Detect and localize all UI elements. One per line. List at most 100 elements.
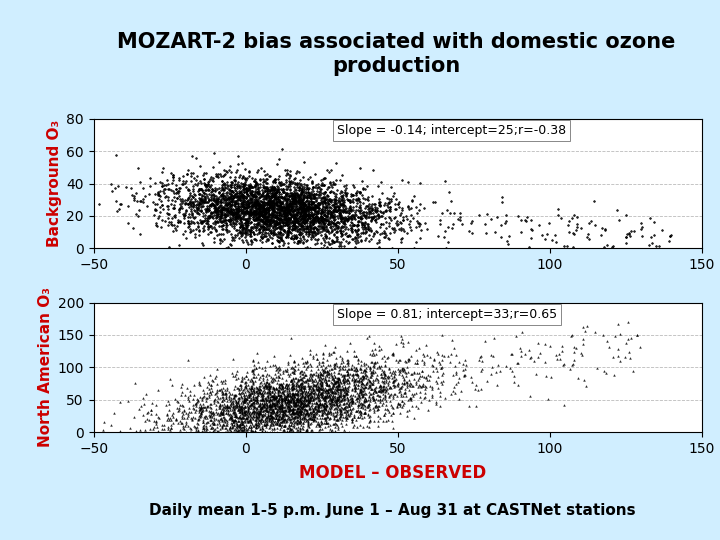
- Point: [277, 200, 289, 209]
- Point: [287, 197, 299, 205]
- Point: [242, 204, 253, 212]
- Point: [320, 404, 331, 413]
- Point: [212, 204, 224, 212]
- Point: [436, 370, 448, 379]
- Point: [266, 392, 277, 400]
- Point: [247, 404, 258, 413]
- Point: [179, 199, 191, 207]
- Point: [248, 210, 259, 218]
- Point: [268, 185, 279, 193]
- Point: [526, 226, 537, 234]
- Point: [271, 393, 283, 402]
- Point: [138, 411, 149, 420]
- Point: [307, 217, 318, 225]
- Point: [282, 216, 294, 225]
- Point: [276, 387, 287, 396]
- Point: [223, 199, 235, 207]
- Point: [228, 421, 240, 429]
- Point: [445, 390, 456, 399]
- Point: [201, 383, 212, 391]
- Point: [377, 220, 389, 229]
- Point: [266, 397, 277, 406]
- Point: [396, 396, 408, 405]
- Point: [426, 385, 437, 394]
- Point: [343, 238, 354, 247]
- Point: [278, 194, 289, 203]
- Point: [271, 409, 283, 417]
- Point: [158, 185, 170, 193]
- Point: [182, 200, 194, 208]
- Point: [319, 211, 330, 219]
- Point: [287, 220, 299, 229]
- Point: [141, 428, 153, 437]
- Point: [221, 205, 233, 214]
- Point: [328, 212, 339, 221]
- Point: [332, 400, 343, 409]
- Point: [254, 400, 266, 409]
- Point: [197, 217, 208, 226]
- Point: [191, 209, 202, 218]
- Point: [276, 381, 287, 389]
- Text: MOZART-2 bias associated with domestic ozone
production: MOZART-2 bias associated with domestic o…: [117, 32, 675, 76]
- Point: [320, 401, 332, 410]
- Point: [480, 220, 491, 228]
- Point: [237, 225, 248, 234]
- Point: [343, 231, 355, 240]
- Point: [332, 386, 343, 395]
- Point: [297, 194, 308, 203]
- Point: [249, 194, 261, 203]
- Point: [196, 394, 207, 403]
- Point: [216, 202, 228, 211]
- Point: [289, 174, 300, 183]
- Point: [171, 415, 182, 423]
- Point: [248, 422, 260, 430]
- Point: [248, 407, 260, 415]
- Point: [252, 389, 264, 397]
- Point: [343, 356, 354, 364]
- Point: [337, 386, 348, 395]
- Point: [282, 402, 293, 410]
- Point: [221, 178, 233, 186]
- Point: [189, 212, 201, 221]
- Point: [296, 203, 307, 212]
- Point: [200, 186, 212, 194]
- Point: [265, 411, 276, 420]
- Point: [211, 210, 222, 219]
- Point: [304, 188, 315, 197]
- Point: [284, 186, 296, 194]
- Point: [148, 197, 159, 206]
- Point: [165, 421, 176, 429]
- Point: [363, 383, 374, 392]
- Point: [180, 427, 192, 436]
- Point: [162, 195, 174, 204]
- Point: [205, 209, 217, 218]
- Point: [248, 216, 260, 225]
- Point: [377, 386, 389, 395]
- Point: [299, 201, 310, 210]
- Point: [232, 204, 243, 212]
- Point: [402, 412, 413, 421]
- Point: [133, 405, 145, 414]
- Point: [338, 408, 349, 416]
- Point: [287, 202, 299, 211]
- Point: [465, 373, 477, 381]
- Point: [244, 179, 256, 188]
- Point: [359, 409, 370, 417]
- Point: [312, 378, 323, 387]
- Point: [215, 414, 227, 423]
- Point: [343, 373, 355, 381]
- Point: [246, 366, 257, 375]
- Point: [248, 367, 259, 376]
- Point: [316, 222, 328, 231]
- Point: [181, 195, 193, 204]
- Point: [313, 394, 325, 403]
- Point: [173, 207, 184, 216]
- Point: [284, 210, 296, 219]
- Point: [307, 376, 319, 385]
- Point: [361, 372, 373, 380]
- Point: [330, 176, 341, 185]
- Point: [262, 380, 274, 388]
- Point: [325, 390, 336, 399]
- Point: [230, 428, 242, 436]
- Point: [282, 424, 294, 433]
